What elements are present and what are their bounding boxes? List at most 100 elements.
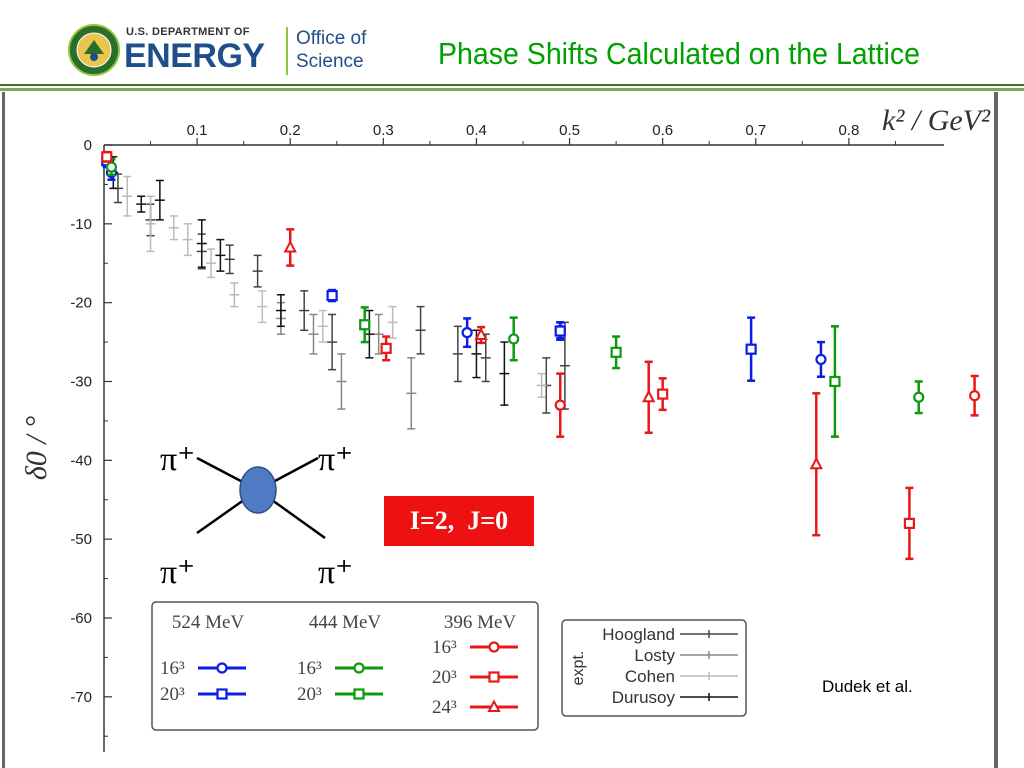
expt-point bbox=[373, 313, 384, 355]
lattice-point bbox=[461, 317, 473, 349]
expt-point bbox=[387, 305, 398, 339]
lattice-point bbox=[554, 372, 566, 438]
lattice-point bbox=[642, 360, 656, 434]
figure-frame bbox=[2, 92, 998, 768]
doe-seal-logo bbox=[68, 24, 120, 76]
expt-point bbox=[308, 313, 319, 355]
header-rule-dark bbox=[0, 84, 1024, 86]
expt-point bbox=[122, 175, 133, 217]
expt-point bbox=[406, 357, 417, 430]
expt-point bbox=[224, 244, 235, 275]
expt-legend-box bbox=[561, 619, 747, 717]
doe-small-text: U.S. DEPARTMENT OF bbox=[126, 26, 250, 38]
y-tick-label: -20 bbox=[70, 295, 92, 312]
x-axis-label: k² / GeV² bbox=[882, 104, 991, 137]
svg-text:Durusoy: Durusoy bbox=[612, 688, 676, 707]
lattice-point bbox=[903, 486, 916, 561]
x-tick-label: 0.7 bbox=[745, 122, 766, 139]
lattice-legend-box bbox=[151, 601, 539, 731]
legend-entry: 24³ bbox=[432, 697, 518, 718]
y-tick-label: -60 bbox=[70, 610, 92, 627]
svg-text:20³: 20³ bbox=[297, 684, 322, 705]
svg-text:16³: 16³ bbox=[297, 658, 322, 679]
lattice-point bbox=[913, 380, 925, 415]
chart-axes: 0.1 0.2 0.3 0.4 0.5 0.6 0.7 0.8 0 -10 -20 -30 -40 -50… bbox=[20, 104, 991, 752]
expt-point bbox=[252, 254, 263, 288]
legend-mass-header: 444 MeV bbox=[309, 612, 382, 633]
lattice-point bbox=[815, 340, 827, 379]
experiment-legend: expt. Hoogland Losty Cohen Durusoy bbox=[561, 619, 747, 717]
legend-entry: 20³ bbox=[160, 684, 246, 705]
expt-point bbox=[229, 282, 240, 308]
expt-point bbox=[452, 325, 463, 383]
office-line-2: Science bbox=[296, 51, 364, 72]
lattice-data bbox=[101, 150, 981, 561]
interaction-vertex bbox=[239, 466, 277, 514]
svg-text:16³: 16³ bbox=[432, 637, 457, 658]
expt-point bbox=[499, 341, 510, 406]
expt-point bbox=[145, 195, 156, 253]
legend-entry: 20³ bbox=[297, 684, 383, 705]
x-tick-label: 0.6 bbox=[652, 122, 673, 139]
pion-label-ll: π⁺ bbox=[160, 554, 195, 591]
pion-label-ur: π⁺ bbox=[318, 441, 353, 478]
y-tick-label: -50 bbox=[70, 531, 92, 548]
legend-entry: 16³ bbox=[160, 658, 246, 679]
expt-point bbox=[154, 179, 165, 221]
x-tick-label: 0.8 bbox=[838, 122, 859, 139]
expt-legend-entry: Durusoy bbox=[612, 688, 738, 707]
expt-label: expt. bbox=[570, 651, 587, 686]
lattice-point bbox=[326, 288, 338, 303]
expt-point bbox=[536, 372, 547, 399]
expt-point bbox=[364, 309, 375, 359]
legend-entry: 20³ bbox=[432, 667, 518, 688]
svg-text:20³: 20³ bbox=[160, 684, 185, 705]
office-line-1: Office of bbox=[296, 28, 367, 49]
expt-point bbox=[275, 294, 286, 328]
slide-title: Phase Shifts Calculated on the Lattice bbox=[438, 36, 920, 71]
expt-point bbox=[257, 290, 268, 324]
legend-mass-header: 396 MeV bbox=[444, 612, 517, 633]
x-tick-label: 0.5 bbox=[559, 122, 580, 139]
svg-text:Losty: Losty bbox=[634, 646, 675, 665]
expt-point bbox=[336, 353, 347, 410]
y-tick-label: -70 bbox=[70, 689, 92, 706]
legend-mass-header: 524 MeV bbox=[172, 612, 245, 633]
expt-point bbox=[168, 215, 179, 241]
header-rule-light bbox=[0, 88, 1024, 91]
y-tick-label: -30 bbox=[70, 373, 92, 390]
citation: Dudek et al. bbox=[822, 677, 913, 696]
x-tick-label: 0.4 bbox=[466, 122, 487, 139]
legend-entry: 16³ bbox=[432, 637, 518, 658]
svg-text:Cohen: Cohen bbox=[625, 667, 675, 686]
pion-label-ul: π⁺ bbox=[160, 441, 195, 478]
svg-text:20³: 20³ bbox=[432, 667, 457, 688]
pion-label-lr: π⁺ bbox=[318, 554, 353, 591]
scattering-diagram: π⁺ π⁺ π⁺ π⁺ bbox=[160, 441, 353, 591]
expt-point bbox=[299, 290, 310, 332]
y-axis-label: δ0 / ° bbox=[20, 416, 53, 480]
expt-legend-entry: Losty bbox=[634, 646, 738, 665]
y-tick-label: 0 bbox=[84, 137, 92, 154]
expt-point bbox=[182, 223, 193, 257]
lattice-point bbox=[283, 228, 297, 267]
lattice-point bbox=[968, 374, 981, 417]
lattice-point bbox=[380, 335, 392, 362]
y-tick-label: -10 bbox=[70, 216, 92, 233]
lattice-point bbox=[474, 325, 488, 345]
expt-point bbox=[136, 195, 147, 213]
expt-point bbox=[206, 248, 217, 279]
x-tick-label: 0.2 bbox=[280, 122, 301, 139]
expt-point bbox=[480, 333, 491, 383]
lattice-point bbox=[809, 392, 823, 537]
svg-text:24³: 24³ bbox=[432, 697, 457, 718]
svg-text:16³: 16³ bbox=[160, 658, 185, 679]
expt-legend-entry: Hoogland bbox=[602, 625, 738, 644]
doe-wordmark: ENERGY bbox=[124, 37, 265, 75]
lattice-point bbox=[657, 377, 669, 412]
channel-label: I=2, J=0 bbox=[384, 496, 534, 546]
lattice-point bbox=[359, 306, 371, 344]
lattice-legend: 524 MeV 16³ 20³ 444 MeV 16³ 20³ 396 MeV 16³ 20³ 2… bbox=[151, 601, 539, 731]
expt-point bbox=[327, 313, 338, 371]
lattice-point bbox=[101, 150, 113, 163]
